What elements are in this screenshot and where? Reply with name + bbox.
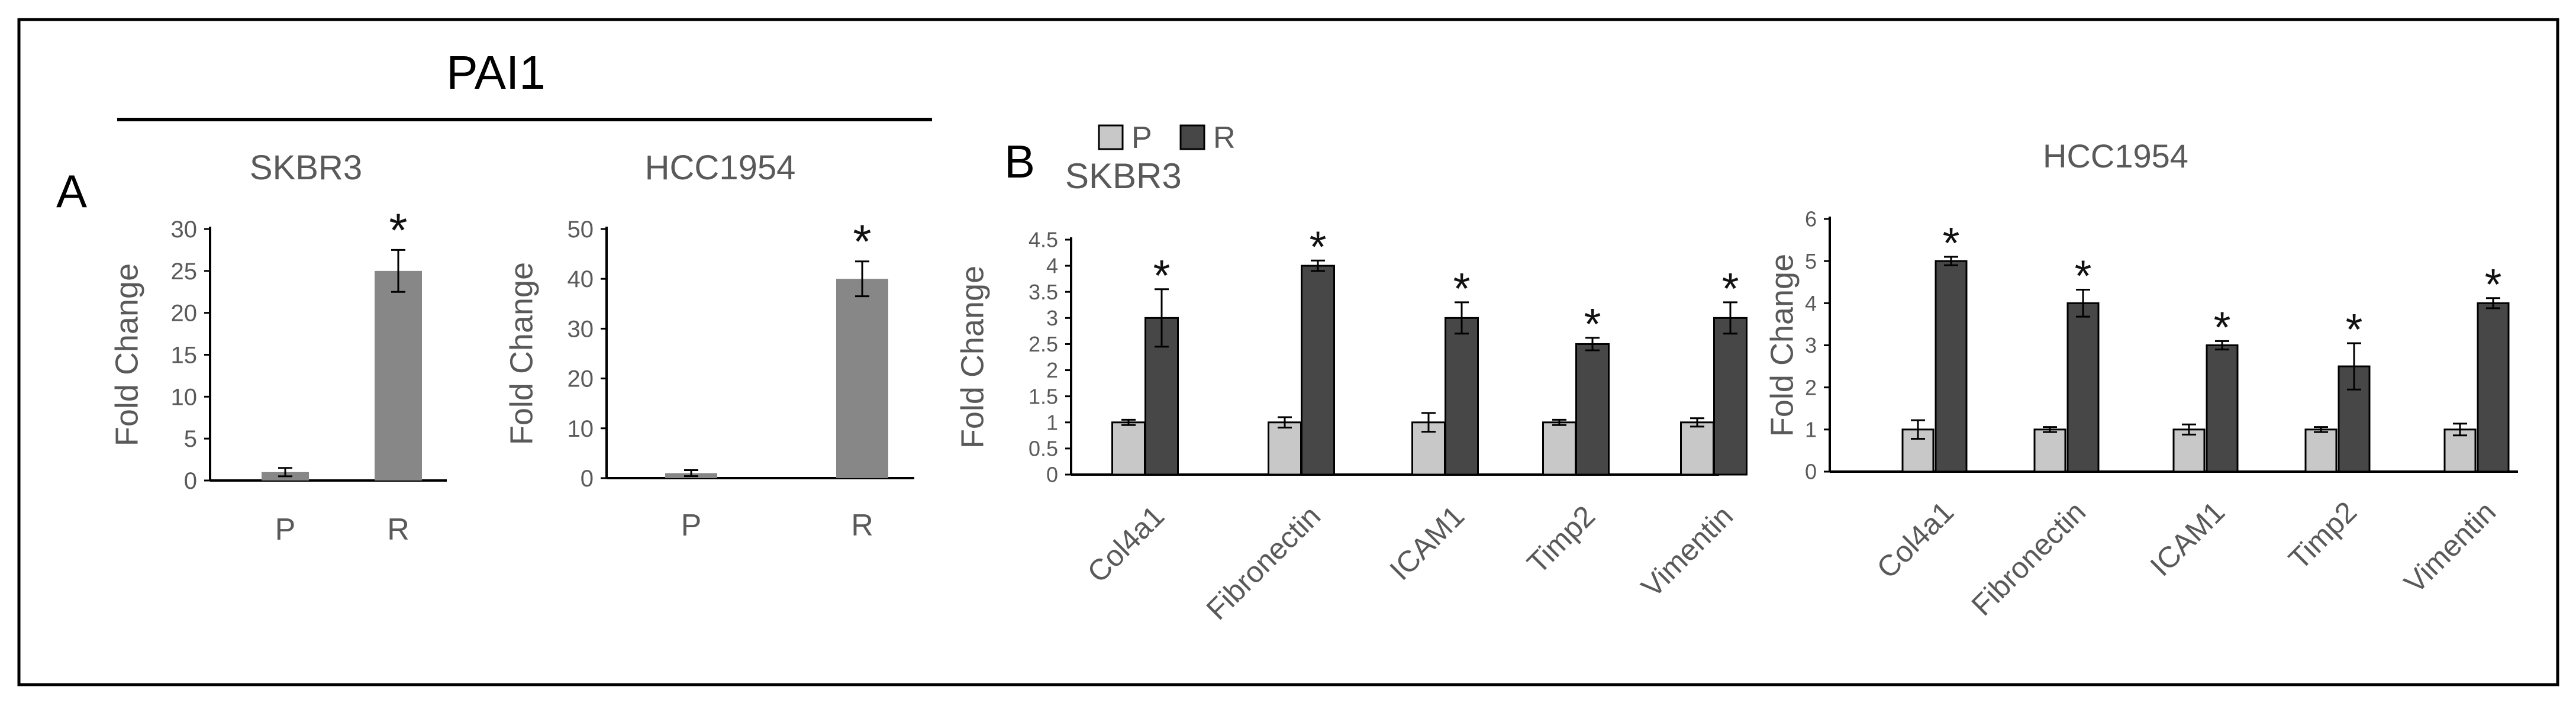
bar-b1-R-Vimentin xyxy=(1713,317,1748,476)
significance-marker: * xyxy=(1943,218,1960,267)
bar-b2-P-Fibronectin xyxy=(2033,428,2066,473)
chart-title-a1: SKBR3 xyxy=(250,149,362,187)
significance-marker: * xyxy=(389,204,407,256)
y-tick-label: 6 xyxy=(1805,207,1817,231)
y-tick-label: 10 xyxy=(171,384,198,410)
y-tick-label: 50 xyxy=(568,217,594,243)
y-axis-label-b1: Fold Change xyxy=(955,266,990,449)
y-tick-label: 5 xyxy=(1805,249,1817,273)
bar-b2-P-ICAM1 xyxy=(2172,428,2206,473)
figure-border xyxy=(17,18,2559,686)
y-tick-label: 0 xyxy=(581,466,594,492)
y-axis-label-a2: Fold Change xyxy=(504,262,539,445)
x-tick-label: R xyxy=(851,508,873,543)
y-tick-label: 25 xyxy=(171,259,198,285)
y-tick-label: 2 xyxy=(1805,375,1817,399)
significance-marker: * xyxy=(853,215,871,268)
significance-marker: * xyxy=(1153,251,1171,300)
significance-marker: * xyxy=(1453,264,1471,313)
y-tick-label: 5 xyxy=(184,426,197,452)
panel-a-label: A xyxy=(56,165,87,217)
y-tick-label: 0 xyxy=(184,468,197,494)
y-tick-label: 4 xyxy=(1805,291,1817,315)
y-tick-label: 0 xyxy=(1046,463,1058,487)
y-tick-label: 30 xyxy=(171,217,198,243)
y-tick-label: 4 xyxy=(1046,254,1058,278)
y-tick-label: 3 xyxy=(1046,306,1058,330)
y-tick-label: 30 xyxy=(568,316,594,342)
chart-title-a2: HCC1954 xyxy=(645,149,796,187)
significance-marker: * xyxy=(1722,264,1739,313)
y-tick-label: 2 xyxy=(1046,358,1058,382)
legend: P R xyxy=(1098,121,1236,155)
bar-b1-R-Fibronectin xyxy=(1301,265,1335,476)
y-tick-label: 2.5 xyxy=(1029,332,1058,356)
bar-b2-P-Timp2 xyxy=(2304,428,2338,473)
bar-a2-R xyxy=(836,279,888,478)
y-axis-label-b2: Fold Change xyxy=(1764,254,1800,437)
panel-b-label: B xyxy=(1004,136,1035,188)
x-tick-label: P xyxy=(275,512,296,547)
significance-marker: * xyxy=(2346,305,2363,354)
bar-b1-P-Fibronectin xyxy=(1268,421,1302,476)
y-tick-label: 1 xyxy=(1046,410,1058,434)
significance-marker: * xyxy=(2075,251,2092,301)
bar-b1-P-Vimentin xyxy=(1680,421,1714,476)
panel-a-group-title: PAI1 xyxy=(446,46,546,99)
bar-a1-R xyxy=(375,270,422,481)
y-tick-label: 3.5 xyxy=(1029,280,1058,304)
significance-marker: * xyxy=(2485,260,2502,309)
chart-title-b1: SKBR3 xyxy=(1065,156,1182,196)
legend-label-r: R xyxy=(1213,121,1236,155)
bar-b1-R-Timp2 xyxy=(1575,343,1610,476)
bar-b2-R-Timp2 xyxy=(2338,365,2371,473)
y-tick-label: 40 xyxy=(568,266,594,292)
bar-b1-R-ICAM1 xyxy=(1445,317,1479,476)
y-tick-label: 0.5 xyxy=(1029,436,1058,460)
bar-b2-R-ICAM1 xyxy=(2206,344,2239,473)
legend-label-p: P xyxy=(1131,121,1152,155)
x-tick-label: R xyxy=(387,512,410,547)
bar-b2-R-Col4a1 xyxy=(1935,260,1968,473)
chart-title-b2: HCC1954 xyxy=(2043,137,2188,175)
y-tick-label: 10 xyxy=(568,416,594,442)
bar-b1-P-Col4a1 xyxy=(1111,421,1146,476)
bar-b2-R-Fibronectin xyxy=(2066,302,2100,473)
bar-b1-P-Timp2 xyxy=(1542,421,1576,476)
y-tick-label: 20 xyxy=(171,301,198,327)
y-tick-label: 0 xyxy=(1805,460,1817,484)
bar-b2-R-Vimentin xyxy=(2477,302,2510,473)
y-tick-label: 15 xyxy=(171,343,198,369)
legend-swatch-p xyxy=(1098,124,1124,150)
y-tick-label: 20 xyxy=(568,366,594,392)
significance-marker: * xyxy=(1310,222,1327,271)
x-tick-label: P xyxy=(681,508,702,543)
significance-marker: * xyxy=(1584,299,1601,349)
significance-marker: * xyxy=(2214,302,2231,352)
y-tick-label: 1.5 xyxy=(1029,384,1058,408)
legend-swatch-r xyxy=(1179,124,1205,150)
y-tick-label: 1 xyxy=(1805,417,1817,441)
y-tick-label: 3 xyxy=(1805,333,1817,357)
y-axis-label-a1: Fold Change xyxy=(109,263,144,446)
y-tick-label: 4.5 xyxy=(1029,228,1058,252)
